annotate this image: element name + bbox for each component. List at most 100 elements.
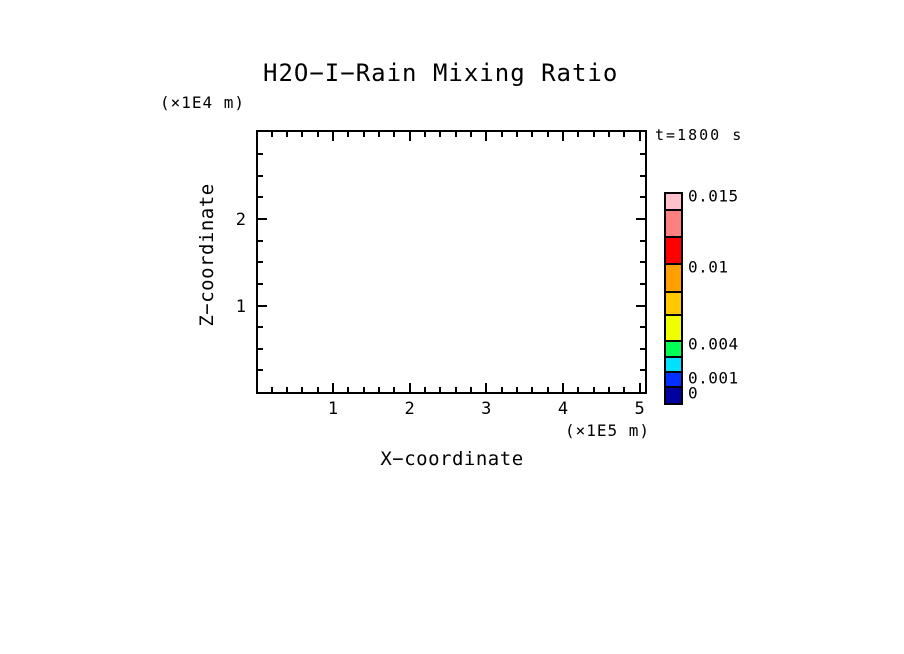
x-tick (362, 132, 365, 137)
x-tick (423, 387, 426, 392)
colorbar-tick-label: 0.015 (688, 186, 739, 206)
z-tick (258, 218, 267, 220)
x-tick (638, 132, 641, 141)
z-tick (258, 282, 263, 285)
x-tick (577, 387, 580, 392)
x-tick-label: 5 (634, 399, 645, 419)
x-tick (331, 383, 334, 392)
z-tick (258, 239, 263, 242)
colorbar-segment (666, 265, 681, 293)
x-tick (623, 132, 626, 137)
z-tick (640, 153, 645, 156)
x-tick (469, 132, 472, 137)
z-tick (640, 261, 645, 264)
x-tick (592, 387, 595, 392)
x-tick (577, 132, 580, 137)
x-tick (607, 132, 610, 137)
x-tick (270, 132, 273, 137)
x-tick (546, 387, 549, 392)
x-tick (515, 132, 518, 137)
x-tick (439, 387, 442, 392)
x-tick (546, 132, 549, 137)
x-tick-label: 3 (481, 399, 492, 419)
x-tick-label: 2 (404, 399, 415, 419)
x-tick (316, 132, 319, 137)
x-tick (485, 132, 488, 141)
x-axis-title: X−coordinate (380, 448, 524, 470)
colorbar-segment (666, 194, 681, 211)
z-tick (258, 174, 263, 177)
x-tick (439, 132, 442, 137)
z-tick (258, 153, 263, 156)
z-tick (258, 326, 263, 329)
x-tick (485, 383, 488, 392)
x-tick (454, 387, 457, 392)
x-tick (561, 132, 564, 141)
x-tick (454, 132, 457, 137)
x-tick (592, 132, 595, 137)
x-tick (393, 132, 396, 137)
x-tick (285, 387, 288, 392)
x-tick (408, 383, 411, 392)
colorbar-tick-label: 0.004 (688, 334, 739, 354)
x-tick (347, 132, 350, 137)
plot-title: H2O−I−Rain Mixing Ratio (263, 59, 619, 87)
colorbar-tick-label: 0.01 (688, 257, 729, 277)
z-tick (640, 282, 645, 285)
z-tick (258, 347, 263, 350)
x-tick (531, 132, 534, 137)
colorbar-segment (666, 316, 681, 342)
x-tick (500, 387, 503, 392)
x-axis-unit-label: (×1E5 m) (565, 421, 651, 440)
x-tick (623, 387, 626, 392)
z-tick (636, 218, 645, 220)
z-axis-unit-label: (×1E4 m) (160, 93, 246, 112)
z-tick (258, 261, 263, 264)
z-tick-label: 1 (235, 296, 246, 317)
z-tick (640, 347, 645, 350)
colorbar-tick-label: 0 (688, 383, 699, 403)
colorbar-tick-label: 0.001 (688, 368, 739, 388)
z-tick (258, 196, 263, 199)
z-tick (640, 369, 645, 372)
x-tick (607, 387, 610, 392)
plot-area (256, 130, 647, 394)
x-tick (377, 387, 380, 392)
z-tick (258, 304, 267, 307)
x-tick (561, 383, 564, 392)
colorbar (664, 192, 683, 405)
colorbar-segment (666, 373, 681, 388)
z-tick (640, 326, 645, 329)
x-tick (347, 387, 350, 392)
colorbar-segment (666, 211, 681, 238)
z-tick (636, 304, 645, 307)
colorbar-segment (666, 342, 681, 358)
colorbar-segment (666, 293, 681, 316)
x-tick (500, 132, 503, 137)
z-tick (640, 174, 645, 177)
colorbar-labels: 0.015 0.01 0.004 0.001 0 (688, 187, 748, 403)
colorbar-segment (666, 388, 681, 403)
x-tick (408, 132, 411, 141)
x-tick (515, 387, 518, 392)
x-tick (301, 387, 304, 392)
x-tick (331, 132, 334, 141)
x-tick (638, 383, 641, 392)
x-tick-label: 1 (327, 399, 339, 419)
z-tick (640, 239, 645, 242)
x-tick (270, 387, 273, 392)
x-tick (393, 387, 396, 392)
x-tick (377, 132, 380, 137)
colorbar-segment (666, 358, 681, 373)
x-tick (423, 132, 426, 137)
x-tick (285, 132, 288, 137)
x-tick (362, 387, 365, 392)
x-tick (469, 387, 472, 392)
x-tick-label: 4 (557, 399, 569, 419)
z-axis-title: Z−coordinate (196, 183, 218, 327)
x-tick (531, 387, 534, 392)
colorbar-segment (666, 238, 681, 265)
x-tick (301, 132, 304, 137)
z-tick-label: 2 (235, 210, 246, 230)
